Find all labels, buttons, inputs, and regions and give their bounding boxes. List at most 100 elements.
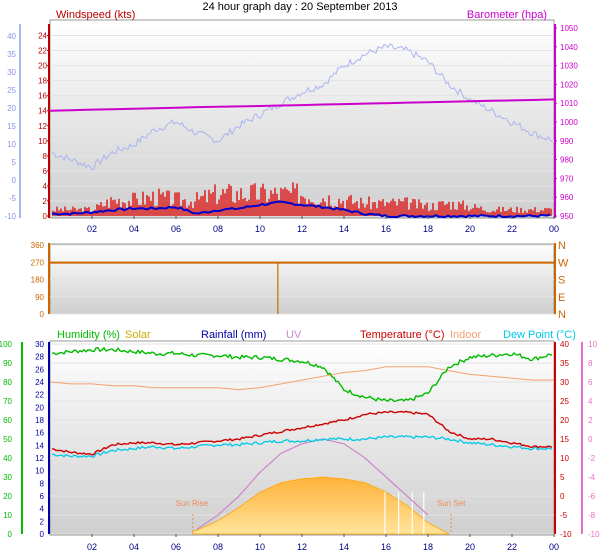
compass-label: N [558, 309, 566, 321]
barometer-tick-label: 1040 [560, 43, 578, 52]
compass-label: W [558, 257, 569, 269]
humidity-tick-label: 100 [0, 340, 13, 349]
humidity-tick-label: 20 [3, 492, 12, 501]
windspeed-tick-label: 2 [43, 197, 48, 206]
x-tick-label: 18 [423, 542, 433, 552]
windspeed-tick-label: 6 [43, 167, 48, 176]
direction-tick-label: 180 [31, 276, 45, 285]
direction-tick-label: 0 [40, 310, 45, 319]
x-tick-label: 02 [87, 542, 97, 552]
rainfall-tick-label: 10 [35, 467, 44, 476]
rainfall-tick-label: 22 [35, 391, 44, 400]
legend-item: Temperature (°C) [360, 329, 444, 341]
humidity-tick-label: 50 [3, 435, 12, 444]
rainfall-tick-label: 30 [35, 340, 44, 349]
uv-tick-label: -10 [588, 530, 600, 539]
wind-panel-background [49, 19, 555, 219]
humidity-tick-label: 80 [3, 378, 12, 387]
x-tick-label: 20 [465, 542, 475, 552]
blue-axis-tick-label: -5 [9, 194, 17, 203]
blue-axis-tick-label: 0 [12, 176, 17, 185]
x-tick-label: 22 [507, 224, 517, 234]
windspeed-axis-title: Windspeed (kts) [56, 9, 135, 21]
temperature-tick-label: 0 [560, 492, 565, 501]
windspeed-tick-label: 8 [43, 152, 48, 161]
rainfall-tick-label: 6 [40, 492, 45, 501]
blue-axis-tick-label: -10 [4, 212, 16, 221]
blue-axis-tick-label: 40 [7, 32, 16, 41]
barometer-tick-label: 970 [560, 174, 574, 183]
blue-axis-tick-label: 35 [7, 50, 16, 59]
legend-item: Rainfall (mm) [201, 329, 266, 341]
windspeed-tick-label: 20 [38, 62, 47, 71]
humidity-tick-label: 10 [3, 511, 12, 520]
compass-label: S [558, 275, 565, 287]
blue-axis-tick-label: 20 [7, 104, 16, 113]
legend-item: Dew Point (°C) [503, 329, 576, 341]
wind-average-line [51, 200, 551, 219]
uv-tick-label: 4 [588, 397, 593, 406]
humidity-tick-label: 90 [3, 359, 12, 368]
rainfall-tick-label: 2 [40, 517, 45, 526]
uv-tick-label: 2 [588, 416, 593, 425]
direction-tick-label: 270 [31, 258, 45, 267]
rainfall-tick-label: 14 [35, 441, 44, 450]
temperature-tick-label: 35 [560, 359, 569, 368]
barometer-tick-label: 1050 [560, 24, 578, 33]
uv-tick-label: 8 [588, 359, 593, 368]
windspeed-tick-label: 16 [38, 92, 47, 101]
windspeed-tick-label: 4 [43, 182, 48, 191]
uv-tick-label: 10 [588, 340, 597, 349]
humidity-tick-label: 70 [3, 397, 12, 406]
x-tick-label: 08 [213, 224, 223, 234]
barometer-tick-label: 1010 [560, 99, 578, 108]
x-tick-label: 10 [255, 224, 265, 234]
x-tick-label: 04 [129, 224, 139, 234]
barometer-tick-label: 1000 [560, 118, 578, 127]
indoor-series-line [49, 366, 554, 391]
rainfall-tick-label: 0 [40, 530, 45, 539]
windspeed-tick-label: 12 [38, 122, 47, 131]
direction-tick-label: 90 [35, 293, 44, 302]
chart-title: 24 hour graph day : 20 September 2013 [202, 1, 397, 13]
blue-axis-tick-label: 15 [7, 122, 16, 131]
temperature-tick-label: 40 [560, 340, 569, 349]
blue-axis-tick-label: 10 [7, 140, 16, 149]
barometer-tick-label: 1020 [560, 80, 578, 89]
x-tick-label: 00 [549, 542, 559, 552]
dew-point-series-line [52, 434, 553, 459]
blue-axis-tick-label: 5 [12, 158, 17, 167]
compass-label: E [558, 292, 565, 304]
barometer-tick-label: 1030 [560, 62, 578, 71]
windspeed-tick-label: 24 [38, 32, 47, 41]
temperature-tick-label: 15 [560, 435, 569, 444]
uv-tick-label: 0 [588, 435, 593, 444]
windspeed-tick-label: 22 [38, 47, 47, 56]
humidity-series-line [51, 347, 553, 403]
barometer-tick-label: 950 [560, 212, 574, 221]
x-tick-label: 14 [339, 224, 349, 234]
humidity-tick-label: 60 [3, 416, 12, 425]
legend-item: Humidity (%) [57, 329, 120, 341]
windspeed-tick-label: 10 [38, 137, 47, 146]
legend-item: UV [286, 329, 302, 341]
x-tick-label: 04 [129, 542, 139, 552]
x-tick-label: 16 [381, 542, 391, 552]
temperature-series-line [51, 410, 553, 456]
temperature-tick-label: 5 [560, 473, 565, 482]
uv-tick-label: -2 [588, 454, 596, 463]
rainfall-tick-label: 12 [35, 454, 44, 463]
humidity-tick-label: 0 [8, 530, 13, 539]
barometer-axis-title: Barometer (hpa) [467, 9, 547, 21]
barometer-tick-label: 980 [560, 156, 574, 165]
legend-item: Solar [125, 329, 151, 341]
temperature-tick-label: -10 [560, 530, 572, 539]
uv-tick-label: 6 [588, 378, 593, 387]
uv-tick-label: -8 [588, 511, 596, 520]
light-blue-series-line [51, 43, 553, 171]
windspeed-tick-label: 0 [43, 212, 48, 221]
temperature-tick-label: 25 [560, 397, 569, 406]
temperature-tick-label: -5 [560, 511, 568, 520]
x-tick-label: 10 [255, 542, 265, 552]
temperature-tick-label: 20 [560, 416, 569, 425]
